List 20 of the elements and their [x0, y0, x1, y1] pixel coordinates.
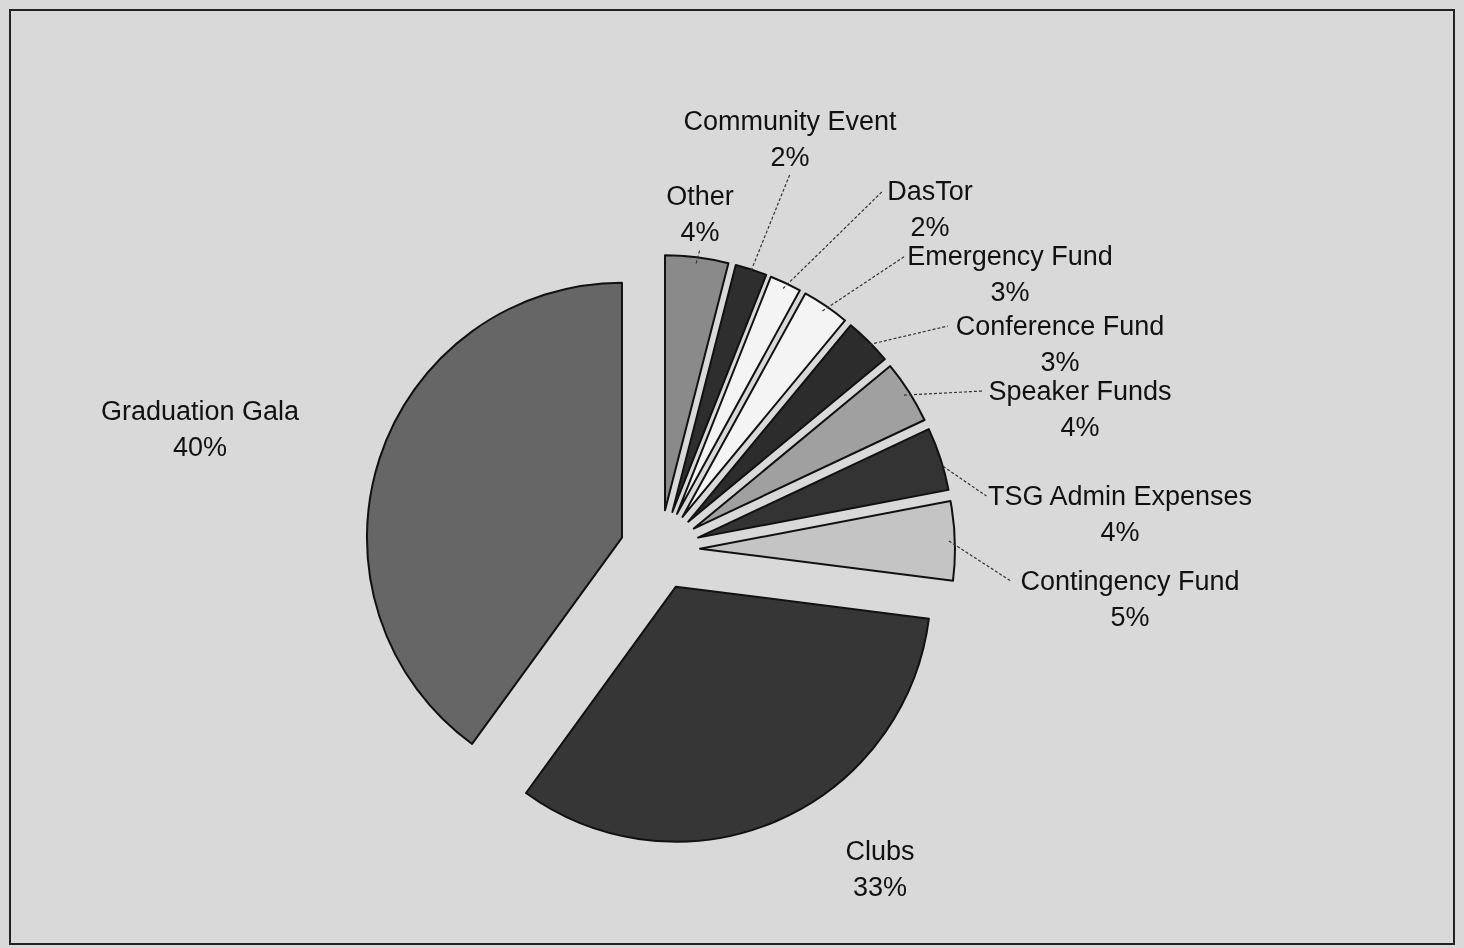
data-label: 5%: [1110, 602, 1150, 632]
slice-label: Community Event: [683, 106, 898, 136]
data-label: 2%: [910, 212, 950, 242]
data-label: 4%: [1060, 412, 1100, 442]
slice-label: Clubs: [845, 836, 915, 866]
data-label: 4%: [1100, 517, 1140, 547]
slice-label: Graduation Gala: [100, 396, 301, 426]
slice-label: Emergency Fund: [907, 241, 1113, 271]
data-label: 40%: [172, 432, 228, 462]
slice-label: Contingency Fund: [1020, 566, 1240, 596]
data-label: 33%: [852, 872, 908, 902]
slice-label: TSG Admin Expenses: [987, 481, 1253, 511]
data-label: 3%: [990, 277, 1030, 307]
slice-label: Conference Fund: [955, 311, 1165, 341]
slice-label: DasTor: [887, 176, 973, 206]
data-label: 4%: [680, 217, 720, 247]
slice-label: Speaker Funds: [988, 376, 1172, 406]
slice-label: Other: [666, 181, 734, 211]
data-label: 3%: [1040, 347, 1080, 377]
data-label: 2%: [770, 142, 810, 172]
